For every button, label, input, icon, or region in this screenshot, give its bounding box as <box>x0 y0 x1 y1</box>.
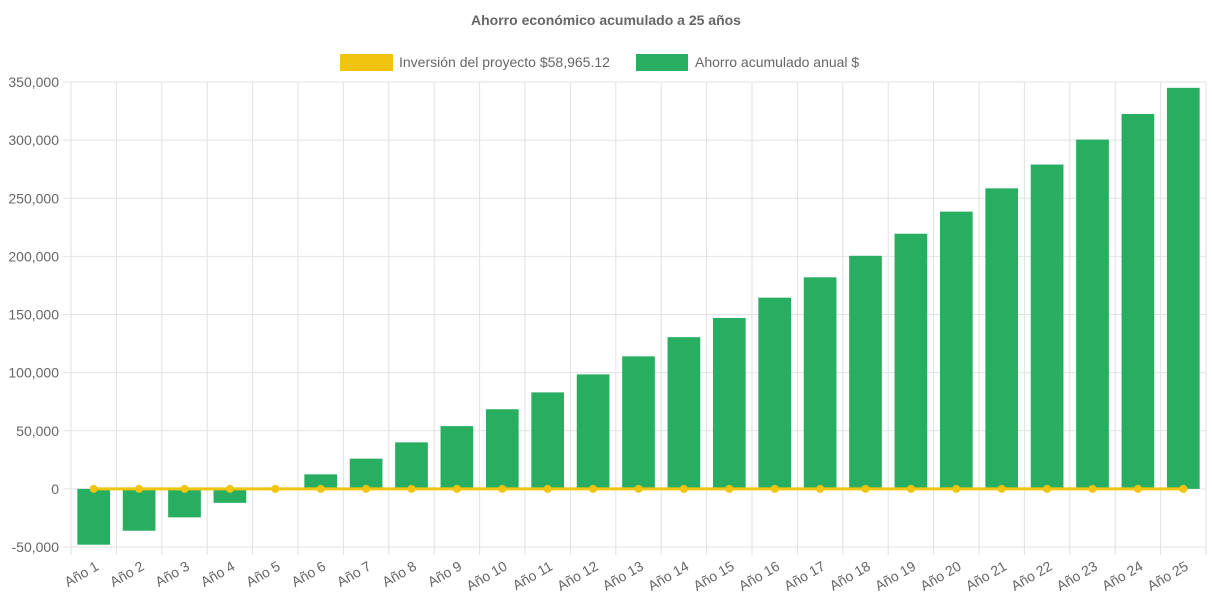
x-tick-label: Año 2 <box>107 558 147 590</box>
x-tick-label: Año 19 <box>872 558 919 594</box>
x-tick-label: Año 3 <box>152 558 192 590</box>
line-point[interactable] <box>498 484 507 493</box>
line-point[interactable] <box>1133 484 1142 493</box>
y-tick-label: 150,000 <box>8 307 59 323</box>
bar[interactable] <box>485 409 519 489</box>
bar[interactable] <box>939 211 973 489</box>
bar[interactable] <box>1030 164 1064 489</box>
bar[interactable] <box>168 488 201 518</box>
line-point[interactable] <box>1179 484 1188 493</box>
x-tick-label: Año 6 <box>289 558 329 590</box>
x-tick-label: Año 20 <box>917 558 964 594</box>
line-point[interactable] <box>452 484 461 493</box>
line-point[interactable] <box>952 484 961 493</box>
bar[interactable] <box>849 255 882 489</box>
bar[interactable] <box>622 356 655 489</box>
line-point[interactable] <box>816 484 825 493</box>
line-point[interactable] <box>225 484 234 493</box>
line-point[interactable] <box>180 484 189 493</box>
y-tick-label: 50,000 <box>16 423 59 439</box>
line-point[interactable] <box>679 484 688 493</box>
x-tick-label: Año 9 <box>425 558 465 590</box>
line-point[interactable] <box>543 484 552 493</box>
y-tick-label: -50,000 <box>12 539 60 555</box>
bar[interactable] <box>576 374 610 489</box>
x-tick-label: Año 21 <box>963 558 1010 594</box>
bar[interactable] <box>213 488 247 503</box>
x-axis: Año 1 Año 2 Año 3 Año 4 Año 5 Año 6 Año 7 Año 8… <box>62 558 1191 594</box>
x-tick-label: Año 11 <box>510 558 556 594</box>
x-tick-label: Año 10 <box>463 558 510 594</box>
x-tick-label: Año 7 <box>334 558 374 590</box>
bar[interactable] <box>122 488 156 531</box>
y-tick-label: 0 <box>51 481 59 497</box>
bar[interactable] <box>894 233 928 489</box>
y-tick-label: 300,000 <box>8 132 59 148</box>
line-point[interactable] <box>316 484 325 493</box>
legend: Inversión del proyecto $58,965.12 Ahorro… <box>340 54 859 71</box>
line-point[interactable] <box>1043 484 1052 493</box>
x-tick-label: Año 1 <box>62 558 102 590</box>
x-tick-label: Año 24 <box>1099 558 1146 594</box>
grid <box>63 81 1207 555</box>
x-tick-label: Año 16 <box>736 558 783 594</box>
line-point[interactable] <box>906 484 915 493</box>
line-point[interactable] <box>89 484 98 493</box>
bar[interactable] <box>440 426 474 489</box>
legend-item-investment[interactable]: Inversión del proyecto $58,965.12 <box>340 54 610 71</box>
bar[interactable] <box>985 188 1019 489</box>
bar[interactable] <box>349 458 383 489</box>
line-point[interactable] <box>770 484 779 493</box>
bars <box>77 87 1200 545</box>
line-point[interactable] <box>407 484 416 493</box>
x-tick-label: Año 22 <box>1008 558 1055 594</box>
bar[interactable] <box>712 317 746 489</box>
x-tick-label: Año 12 <box>554 558 601 594</box>
bar[interactable] <box>304 474 338 489</box>
line-point[interactable] <box>861 484 870 493</box>
chart-title: Ahorro económico acumulado a 25 años <box>471 12 741 28</box>
x-tick-label: Año 23 <box>1054 558 1101 594</box>
legend-label-savings: Ahorro acumulado anual $ <box>695 54 859 70</box>
bar[interactable] <box>77 488 111 545</box>
x-tick-label: Año 18 <box>827 558 874 594</box>
bar[interactable] <box>531 392 565 489</box>
x-tick-label: Año 25 <box>1144 558 1191 594</box>
line-point[interactable] <box>135 484 144 493</box>
bar[interactable] <box>1166 87 1200 489</box>
x-tick-label: Año 13 <box>600 558 647 594</box>
x-tick-label: Año 4 <box>198 558 238 590</box>
x-tick-label: Año 8 <box>379 558 419 590</box>
legend-item-savings[interactable]: Ahorro acumulado anual $ <box>636 54 859 71</box>
line-point[interactable] <box>725 484 734 493</box>
x-tick-label: Año 17 <box>781 558 828 594</box>
y-tick-label: 250,000 <box>8 190 59 206</box>
legend-label-investment: Inversión del proyecto $58,965.12 <box>399 54 610 70</box>
bar[interactable] <box>803 277 837 489</box>
y-tick-label: 350,000 <box>8 74 59 90</box>
line-point[interactable] <box>589 484 598 493</box>
line-point[interactable] <box>271 484 280 493</box>
bar[interactable] <box>1121 113 1155 489</box>
investment-line <box>89 484 1188 493</box>
legend-swatch-savings <box>636 54 688 71</box>
line-point[interactable] <box>1088 484 1097 493</box>
line-point[interactable] <box>997 484 1006 493</box>
x-tick-label: Año 5 <box>243 558 283 590</box>
bar[interactable] <box>395 442 428 489</box>
y-tick-label: 100,000 <box>8 365 59 381</box>
legend-swatch-investment <box>340 54 393 71</box>
x-tick-label: Año 14 <box>645 558 692 594</box>
y-tick-label: 200,000 <box>8 248 59 264</box>
y-axis: 350,000 300,000 250,000 200,000 150,000 100,0… <box>8 74 59 555</box>
line-point[interactable] <box>634 484 643 493</box>
bar[interactable] <box>758 297 792 489</box>
bar[interactable] <box>667 337 701 489</box>
line-point[interactable] <box>362 484 371 493</box>
bar[interactable] <box>1076 139 1109 489</box>
x-tick-label: Año 15 <box>690 558 737 594</box>
